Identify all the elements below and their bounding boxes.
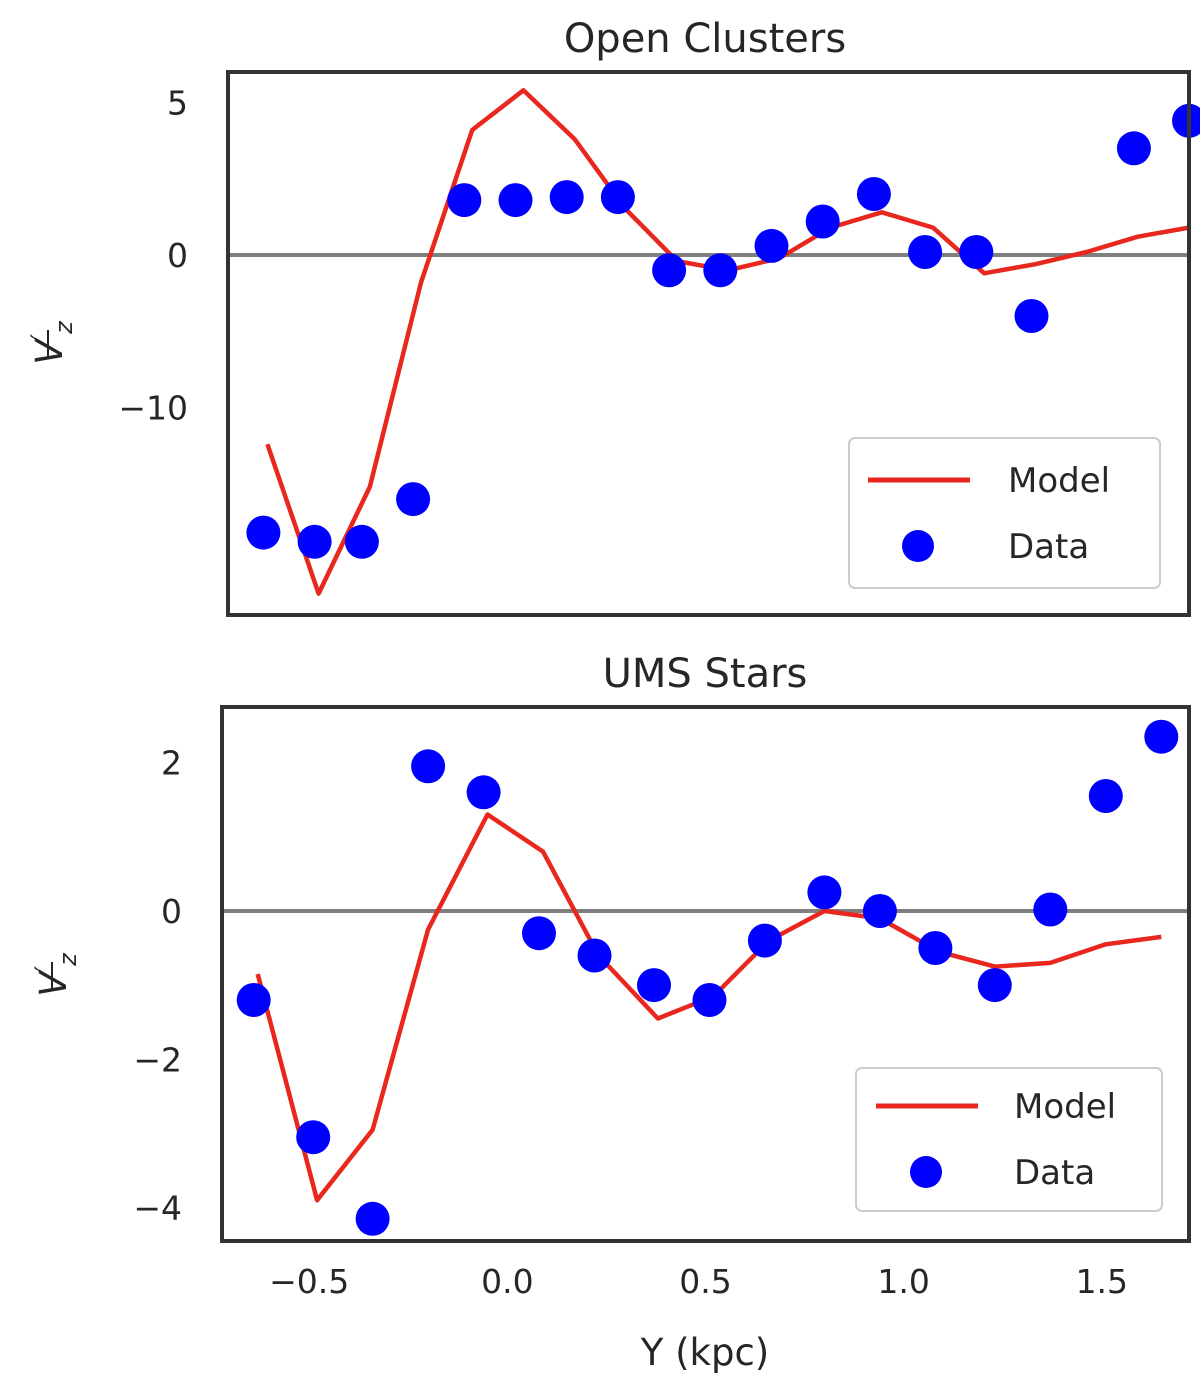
panel-title: UMS Stars bbox=[603, 651, 808, 697]
legend-model-label: Model bbox=[1014, 1087, 1116, 1127]
data-point bbox=[498, 183, 533, 218]
data-point bbox=[411, 749, 446, 784]
data-point bbox=[1172, 103, 1200, 138]
y-axis-label: V′z bbox=[30, 952, 82, 997]
data-point bbox=[908, 235, 943, 269]
x-tick-label: 1.0 bbox=[877, 1262, 929, 1301]
y-tick-label: −4 bbox=[133, 1189, 182, 1228]
data-point bbox=[805, 204, 840, 239]
y-tick-label: 0 bbox=[167, 236, 188, 275]
data-point bbox=[577, 938, 612, 973]
data-point bbox=[246, 515, 281, 550]
data-point bbox=[862, 894, 897, 928]
data-point bbox=[856, 177, 891, 211]
data-point bbox=[466, 775, 501, 810]
data-point bbox=[549, 180, 584, 215]
data-point bbox=[918, 931, 953, 965]
data-point bbox=[1033, 892, 1068, 927]
data-point bbox=[522, 916, 556, 951]
data-point bbox=[977, 968, 1012, 1003]
data-point bbox=[1144, 719, 1179, 754]
data-point bbox=[344, 524, 379, 559]
data-point bbox=[959, 235, 994, 269]
legend-box bbox=[855, 1067, 1163, 1212]
legend: Model Data bbox=[848, 437, 1161, 589]
data-point bbox=[296, 1120, 331, 1155]
y-tick-label: −2 bbox=[133, 1040, 182, 1079]
data-point bbox=[1088, 779, 1123, 813]
data-point bbox=[396, 482, 431, 517]
data-point bbox=[355, 1201, 390, 1236]
data-point bbox=[600, 180, 635, 215]
x-axis-label: Y (kpc) bbox=[640, 1331, 770, 1374]
y-axis-label: V′z bbox=[26, 320, 78, 365]
legend-data-label: Data bbox=[1014, 1153, 1095, 1193]
data-point bbox=[652, 253, 687, 288]
legend-data-label: Data bbox=[1008, 527, 1089, 567]
data-point bbox=[747, 923, 782, 958]
panel-ums-stars: UMS Stars 2 0 −2 −4 −0.5 0.0 0.5 1.0 1.5 Y (kpc… bbox=[30, 651, 1191, 1374]
x-tick-label: −0.5 bbox=[269, 1262, 349, 1301]
panel-open-clusters: Open Clusters 5 0 −10 V′z Model Data bbox=[26, 16, 1200, 617]
y-tick-label: 5 bbox=[167, 84, 188, 123]
data-point bbox=[297, 524, 332, 559]
legend-box bbox=[848, 437, 1161, 589]
data-point bbox=[807, 875, 842, 910]
data-point bbox=[703, 253, 738, 288]
y-tick-label: −10 bbox=[118, 389, 188, 428]
legend-data-swatch bbox=[902, 530, 934, 562]
data-point bbox=[236, 983, 271, 1017]
x-tick-label: 1.5 bbox=[1076, 1262, 1128, 1301]
data-point bbox=[637, 968, 671, 1003]
legend-model-label: Model bbox=[1008, 461, 1110, 501]
y-tick-label: 0 bbox=[161, 892, 182, 931]
x-tick-label: 0.5 bbox=[679, 1262, 731, 1301]
data-point bbox=[1116, 131, 1151, 166]
legend: Model Data bbox=[855, 1067, 1163, 1212]
data-point bbox=[692, 983, 727, 1017]
data-point bbox=[1014, 299, 1049, 333]
x-tick-label: 0.0 bbox=[481, 1262, 533, 1301]
data-point bbox=[447, 183, 482, 218]
plot-frame bbox=[226, 70, 1191, 617]
y-tick-label: 2 bbox=[161, 744, 182, 783]
plot-frame bbox=[220, 705, 1191, 1243]
legend-data-swatch bbox=[910, 1156, 942, 1188]
panel-title: Open Clusters bbox=[564, 16, 846, 62]
data-point bbox=[754, 228, 789, 263]
